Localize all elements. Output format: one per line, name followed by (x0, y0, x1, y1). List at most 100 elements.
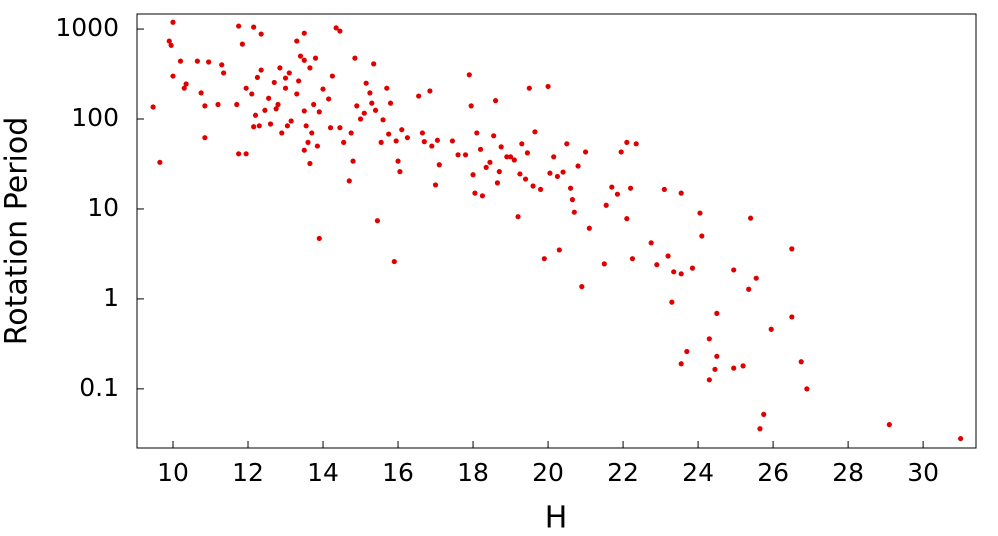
point (380, 117, 386, 123)
point (436, 162, 442, 168)
point (532, 129, 538, 135)
x-tick-label: 26 (757, 458, 789, 487)
point (586, 225, 592, 231)
point (309, 130, 315, 136)
point (307, 65, 313, 71)
point (166, 38, 172, 44)
point (202, 135, 208, 141)
point (301, 147, 307, 153)
point (273, 106, 279, 112)
point (515, 214, 521, 220)
point (194, 58, 200, 64)
point (629, 256, 636, 262)
point (399, 127, 405, 133)
point (221, 70, 227, 76)
point (243, 151, 249, 157)
point (361, 110, 367, 116)
point (177, 58, 184, 64)
point (329, 73, 336, 79)
point (427, 88, 433, 94)
point (579, 284, 585, 290)
point (236, 23, 242, 29)
y-tick-label: 10 (87, 193, 119, 222)
point (168, 42, 174, 48)
point (378, 139, 384, 145)
point (252, 112, 259, 118)
x-tick-label: 28 (832, 458, 864, 487)
point (301, 108, 307, 114)
point (519, 141, 525, 147)
point (429, 143, 435, 149)
point (219, 62, 225, 68)
point (665, 253, 671, 259)
point (714, 310, 720, 316)
x-tick-label: 10 (157, 458, 189, 487)
point (455, 152, 461, 158)
point (271, 79, 277, 86)
point (294, 91, 300, 97)
point (316, 109, 322, 115)
point (251, 24, 257, 30)
point (474, 130, 480, 136)
y-tick-label: 100 (71, 103, 119, 132)
point (294, 38, 300, 44)
point (215, 101, 221, 108)
point (181, 85, 187, 91)
point (348, 130, 354, 136)
point (740, 363, 746, 369)
point (170, 73, 176, 79)
x-tick-label: 14 (307, 458, 339, 487)
point (789, 246, 795, 252)
point (648, 240, 654, 246)
point (551, 154, 557, 160)
x-tick-label: 18 (457, 458, 489, 487)
point (689, 265, 696, 271)
point (564, 141, 570, 147)
point (706, 377, 712, 383)
x-tick-label: 22 (607, 458, 639, 487)
point (254, 74, 260, 81)
point (504, 154, 510, 160)
point (661, 186, 667, 192)
point (567, 185, 574, 191)
point (491, 133, 497, 139)
point (554, 173, 561, 180)
point (547, 170, 553, 176)
point (468, 103, 474, 109)
point (706, 336, 712, 342)
point (170, 19, 176, 25)
point (624, 216, 630, 222)
point (462, 152, 469, 158)
point (305, 139, 311, 145)
point (761, 411, 767, 417)
point (541, 256, 547, 262)
plot-frame (136, 13, 977, 449)
point (286, 70, 292, 76)
y-tick-label: 1 (103, 283, 119, 312)
point (416, 93, 422, 99)
point (798, 359, 804, 365)
point (633, 141, 639, 147)
point (275, 101, 281, 108)
point (354, 103, 360, 109)
point (316, 235, 322, 242)
point (545, 83, 551, 90)
point (582, 149, 589, 155)
point (618, 149, 624, 155)
point (288, 118, 294, 124)
point (282, 85, 289, 91)
point (958, 435, 964, 442)
point (699, 233, 705, 239)
x-axis-label: H (545, 501, 568, 536)
point (603, 202, 609, 208)
point (369, 100, 375, 106)
point (746, 286, 752, 292)
x-tick-label: 16 (382, 458, 414, 487)
point (297, 53, 304, 59)
point (753, 275, 759, 281)
point (571, 209, 577, 215)
x-tick-label: 24 (682, 458, 714, 487)
point (251, 124, 257, 130)
point (601, 261, 607, 267)
